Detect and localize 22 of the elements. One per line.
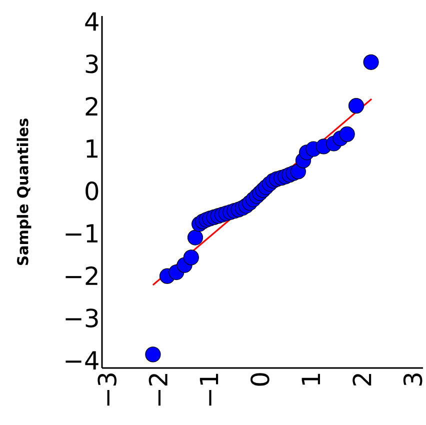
point — [145, 346, 161, 362]
point — [339, 126, 355, 142]
x-tick-label: 3 — [403, 374, 422, 386]
point — [348, 98, 364, 114]
y-tick-label: −4 — [66, 351, 98, 370]
y-tick-label: 3 — [86, 54, 98, 74]
x-tick-label: 2 — [352, 374, 372, 386]
x-tick-label: 0 — [250, 373, 270, 386]
y-tick-label: −2 — [66, 266, 98, 285]
y-tick-label: 1 — [86, 140, 98, 158]
y-tick-label: −1 — [66, 224, 98, 242]
point — [183, 250, 199, 266]
y-axis-title: Sample Quantiles — [16, 118, 32, 265]
x-tick-label: 1 — [302, 374, 320, 385]
y-tick-label: −3 — [66, 308, 98, 328]
y-tick-label: 4 — [85, 12, 98, 31]
x-tick-label: −2 — [148, 374, 168, 406]
point — [187, 230, 204, 246]
y-tick-label: 0 — [86, 182, 98, 200]
x-tick-label: −1 — [200, 374, 218, 406]
y-tick-label: 2 — [86, 96, 98, 116]
point — [363, 54, 379, 70]
